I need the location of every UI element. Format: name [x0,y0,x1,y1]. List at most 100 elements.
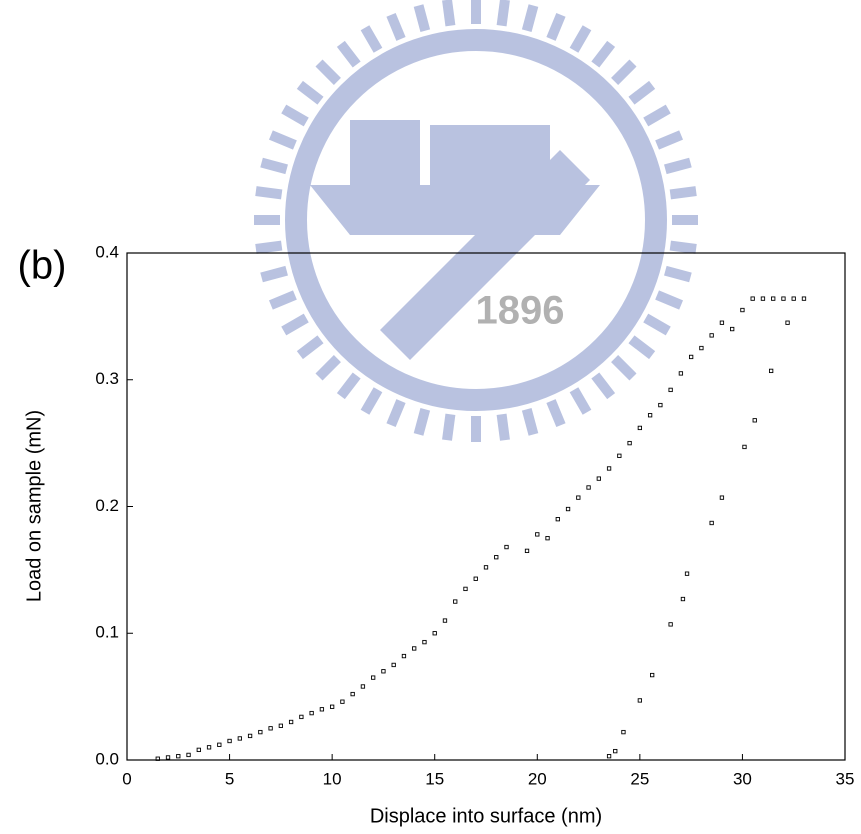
watermark-tooth [672,215,698,225]
watermark-ring [285,29,667,411]
watermark-tooth [315,355,341,381]
watermark-tooth [360,387,383,415]
data-point [412,646,417,651]
data-point [752,418,757,423]
data-point [621,729,626,735]
watermark-tooth [336,372,361,400]
data-point [791,296,796,301]
y-tick-label: 0.3 [95,369,119,388]
watermark-tooth [413,408,431,436]
watermark-tooth [471,416,481,442]
data-point [730,326,735,332]
watermark-tooth [442,0,456,27]
watermark-tooth [546,12,566,41]
data-point [684,571,690,576]
watermark-tooth [260,157,288,175]
watermark-tooth [628,335,656,360]
data-point [494,555,499,560]
watermark-tooth [628,80,656,105]
watermark-tooth [569,25,592,53]
watermark-tooth [496,413,510,441]
y-tick-label: 0.4 [95,242,119,261]
data-point [719,495,725,500]
data-point [606,466,612,471]
watermark-tooth [521,408,539,436]
data-point [742,444,747,450]
y-tick-label: 0.2 [95,496,119,515]
data-point [709,520,714,526]
x-tick-label: 5 [225,769,234,788]
data-point [768,368,774,374]
watermark-tooth [413,4,431,32]
data-point [432,631,437,636]
y-tick-label: 0.1 [95,623,119,642]
data-point [155,756,160,761]
watermark-tooth [643,104,671,127]
watermark-tooth [655,130,684,150]
data-point [535,532,540,537]
data-point [801,296,807,301]
y-tick-label: 0.0 [95,749,119,768]
watermark-tooth [255,240,283,254]
watermark-anvil [310,185,600,235]
data-point [473,576,478,581]
data-point [206,745,212,750]
data-point [463,586,468,592]
data-point [483,565,489,570]
data-point [278,723,284,728]
watermark-tooth [268,290,297,310]
watermark-teeth [254,0,698,442]
data-point [647,413,653,418]
watermark-tooth [386,12,406,41]
watermark-tooth [260,265,288,283]
watermark-tooth [643,313,671,336]
watermark-tooth [442,413,456,441]
data-point [650,672,655,678]
data-point [442,618,448,623]
watermark-tooth [611,355,637,381]
data-point [545,536,550,541]
data-point [637,698,643,703]
x-tick-label: 30 [733,769,752,788]
watermark-tooth [254,215,280,225]
data-point [709,333,714,338]
data-point [781,296,786,301]
data-point [740,307,745,313]
x-tick-label: 0 [122,769,131,788]
watermark: 1896 [254,0,698,442]
x-tick-label: 15 [425,769,444,788]
data-point [227,738,232,744]
watermark-tooth [669,240,697,254]
data-point [165,755,171,760]
data-point [217,742,222,747]
data-point [453,599,458,604]
data-point [186,752,191,758]
x-tick-label: 25 [630,769,649,788]
data-point [504,544,509,550]
data-point [606,754,612,759]
data-point [288,719,294,725]
data-point [176,754,181,759]
watermark-tooth [591,40,616,68]
watermark-tooth [664,157,692,175]
panel-label: (b) [18,244,67,288]
watermark-tooth [268,130,297,150]
data-point [247,733,253,739]
watermark-tooth [281,104,309,127]
watermark-tooth [669,186,697,200]
watermark-tooth [336,40,361,68]
data-point [524,548,530,554]
data-point [360,684,366,689]
watermark-tooth [611,59,637,85]
watermark-tooth [546,399,566,428]
watermark-tooth [521,4,539,32]
watermark-tooth [664,265,692,283]
data-point [319,707,325,712]
data-point [613,748,618,754]
watermark-text: 1896 [476,289,565,333]
x-tick-label: 20 [528,769,547,788]
data-point [699,345,704,351]
data-point [760,296,766,301]
data-point [668,622,673,627]
